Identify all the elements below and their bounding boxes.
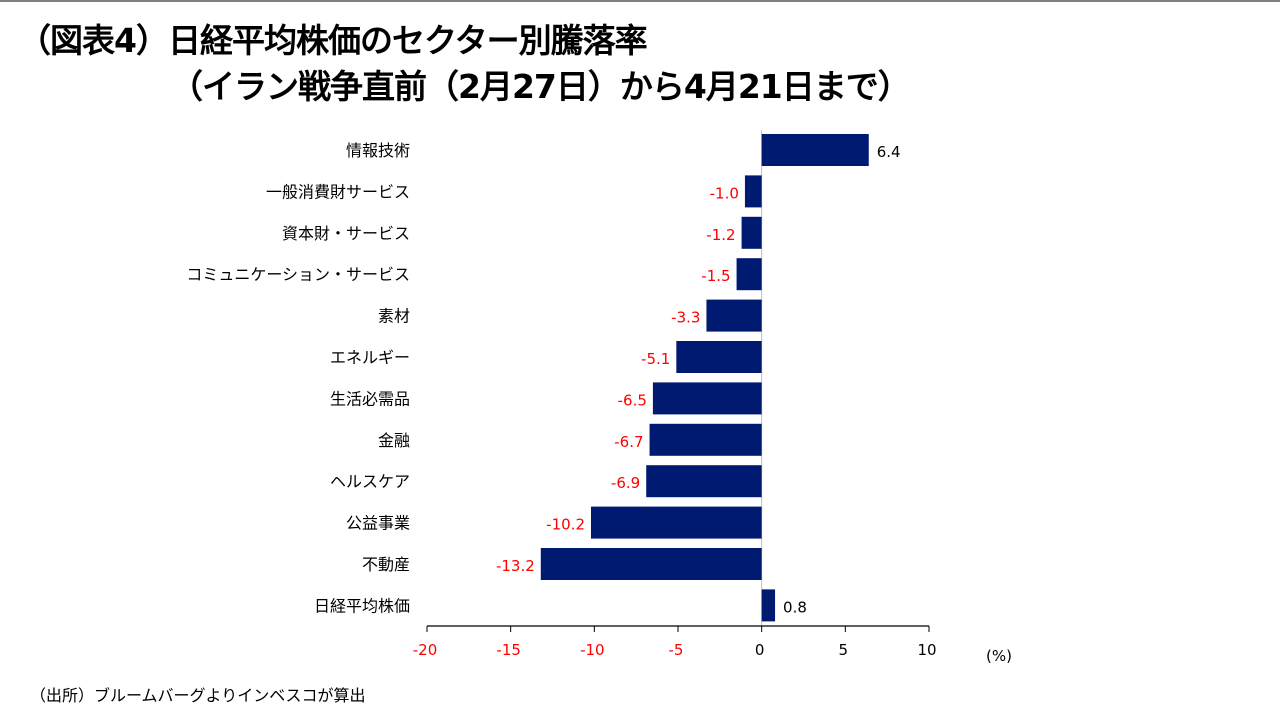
title-line-2: （イラン戦争直前（2月27日）から4月21日まで） <box>170 67 911 106</box>
x-tick-label: -5 <box>669 641 684 659</box>
bar <box>706 299 762 332</box>
category-label: エネルギー <box>330 348 410 367</box>
category-label: 生活必需品 <box>330 389 410 408</box>
data-label: -6.9 <box>611 474 640 492</box>
x-tick-label: -20 <box>413 641 438 659</box>
category-label: 資本財・サービス <box>282 224 410 243</box>
bar <box>736 258 762 291</box>
bar <box>649 423 762 456</box>
category-label: ヘルスケア <box>330 472 410 491</box>
data-label: -1.0 <box>710 184 739 202</box>
category-label: 不動産 <box>362 555 410 574</box>
bar <box>540 548 762 580</box>
top-rule <box>0 0 1280 2</box>
data-label: -10.2 <box>546 516 585 534</box>
source-note: （出所）ブルームバーグよりインベスコが算出 <box>30 686 366 705</box>
data-label: -1.2 <box>706 226 735 244</box>
data-label: 0.8 <box>783 598 807 616</box>
data-label: -6.5 <box>618 391 647 409</box>
bar <box>676 341 762 373</box>
data-label: -5.1 <box>641 350 670 368</box>
category-label: 素材 <box>378 307 410 326</box>
bar <box>652 382 762 415</box>
x-tick-label: 5 <box>839 641 849 659</box>
bar <box>646 465 762 498</box>
category-label: 公益事業 <box>346 514 410 533</box>
x-tick-label: -10 <box>580 641 605 659</box>
chart-title: （図表4）日経平均株価のセクター別騰落率 （イラン戦争直前（2月27日）から4月2… <box>18 18 911 110</box>
category-label: 情報技術 <box>346 141 410 160</box>
bar <box>761 589 776 622</box>
bar <box>761 134 869 166</box>
data-label: 6.4 <box>877 143 901 161</box>
x-tick-label: 10 <box>917 641 936 659</box>
category-label: 一般消費財サービス <box>266 182 410 201</box>
bar <box>590 506 762 539</box>
data-label: -13.2 <box>496 557 535 575</box>
bar <box>744 175 762 208</box>
x-tick-label: 0 <box>755 641 765 659</box>
category-label: コミュニケーション・サービス <box>186 265 410 284</box>
data-label: -3.3 <box>671 309 700 327</box>
category-label: 金融 <box>378 431 410 450</box>
x-tick-label: -15 <box>496 641 521 659</box>
title-line-1: （図表4）日経平均株価のセクター別騰落率 <box>18 21 648 60</box>
data-label: -6.7 <box>614 433 643 451</box>
unit-label: (%) <box>986 647 1012 665</box>
data-label: -1.5 <box>701 267 730 285</box>
category-label: 日経平均株価 <box>314 596 410 615</box>
bar <box>741 216 762 249</box>
